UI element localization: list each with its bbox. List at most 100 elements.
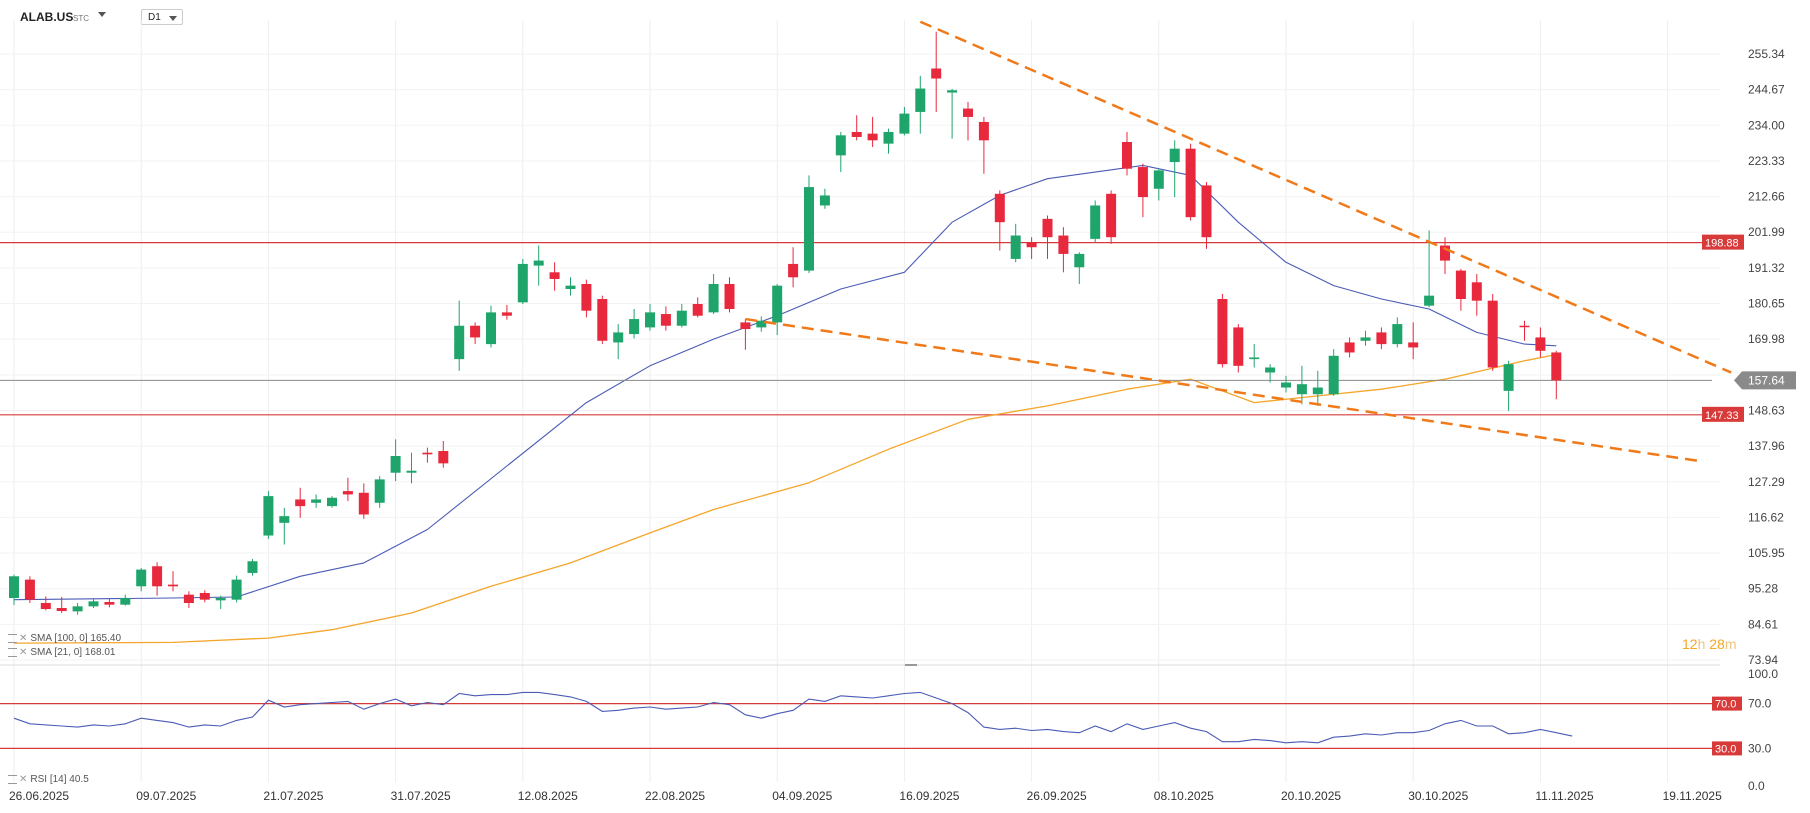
candle-up (804, 187, 814, 271)
candle-up (947, 90, 958, 93)
candle-down (1519, 325, 1530, 328)
candle-down (295, 499, 306, 507)
date-tick-label: 26.09.2025 (1027, 789, 1087, 803)
trendline (745, 317, 1700, 463)
close-icon[interactable]: ✕ (19, 633, 28, 644)
candle-down (1408, 342, 1419, 348)
level-tag (1702, 234, 1744, 250)
price-tick-label: 234.00 (1748, 118, 1785, 132)
sma100-line (13, 353, 1557, 644)
price-tick-label: 223.33 (1748, 154, 1785, 168)
candle-down (1217, 299, 1228, 365)
candle-up (517, 263, 528, 303)
candle-down (104, 602, 115, 605)
date-tick-label: 31.07.2025 (391, 789, 451, 803)
candle-down (1185, 148, 1196, 218)
candle-up (136, 569, 147, 587)
candle-up (899, 113, 910, 134)
rsi-tick-label: 30.0 (1748, 741, 1772, 755)
date-tick-label: 22.08.2025 (645, 789, 705, 803)
price-tick-label: 73.94 (1748, 653, 1778, 667)
candle-up (819, 195, 830, 206)
candle-up (645, 312, 655, 328)
date-tick-label: 26.06.2025 (9, 789, 69, 803)
close-icon[interactable]: ✕ (19, 647, 28, 658)
candle-up (1424, 295, 1435, 306)
candle-down (1122, 141, 1132, 169)
price-tick-label: 105.95 (1748, 546, 1785, 560)
candle-up (1296, 384, 1307, 395)
price-tick-label: 191.32 (1748, 261, 1785, 275)
candle-down (1233, 327, 1244, 366)
candle-down (1535, 337, 1546, 351)
candle-up (1360, 337, 1371, 341)
sma21-legend[interactable]: ✕ SMA [21, 0] 168.01 (8, 647, 115, 658)
close-icon[interactable]: ✕ (19, 774, 28, 785)
candle-down (422, 452, 433, 455)
countdown-minutes-unit: m (1724, 636, 1737, 652)
candle-down (549, 272, 560, 279)
candle-down (501, 312, 512, 316)
settings-icon[interactable] (8, 774, 17, 784)
candle-down (867, 133, 878, 141)
price-tick-label: 180.65 (1748, 297, 1785, 311)
candle-down (597, 299, 608, 341)
candle-up (883, 131, 894, 144)
candle-up (279, 516, 290, 523)
candle-down (1058, 235, 1069, 254)
candle-down (1344, 342, 1355, 353)
rsi-legend[interactable]: ✕ RSI [14] 40.5 (8, 774, 89, 785)
candle-up (756, 320, 767, 328)
candle-down (168, 584, 178, 587)
countdown-minutes: 28 (1709, 636, 1725, 652)
countdown-hours: 12 (1682, 636, 1698, 652)
candle-down (788, 263, 799, 278)
rsi-tick-label: 70.0 (1748, 697, 1772, 711)
rsi-legend-text: RSI [14] 40.5 (30, 774, 89, 785)
level-tag-label: 147.33 (1705, 410, 1739, 422)
timeframe-select[interactable]: D1 (141, 9, 183, 25)
candle-down (470, 325, 481, 338)
current-price-label: 157.64 (1748, 373, 1785, 387)
candle-up (486, 312, 496, 345)
settings-icon[interactable] (8, 647, 17, 657)
candle-down (199, 592, 210, 600)
candle-up (1503, 364, 1514, 391)
chevron-down-icon[interactable] (169, 16, 177, 21)
rsi-level-label: 30.0 (1715, 743, 1736, 755)
candle-up (327, 497, 337, 507)
settings-icon[interactable] (8, 633, 17, 643)
candle-down (1106, 193, 1117, 238)
candle-down (358, 492, 369, 515)
candle-down (963, 108, 973, 117)
exchange-label: STC (73, 14, 89, 23)
price-tick-label: 95.28 (1748, 582, 1778, 596)
date-tick-label: 09.07.2025 (136, 789, 196, 803)
candle-down (931, 68, 942, 79)
symbol-dropdown-icon[interactable] (98, 12, 106, 17)
candle-down (851, 131, 862, 137)
candle-up (454, 325, 465, 360)
current-price-tag (1734, 371, 1796, 390)
sma21-line (13, 164, 1557, 601)
candle-up (311, 499, 322, 503)
date-tick-label: 08.10.2025 (1154, 789, 1214, 803)
sma21-legend-text: SMA [21, 0] 168.01 (30, 647, 116, 658)
date-tick-label: 30.10.2025 (1408, 789, 1468, 803)
symbol-label[interactable]: ALAB.US (20, 10, 74, 24)
candle-down (978, 121, 989, 141)
candle-down (1201, 185, 1212, 238)
candle-up (835, 135, 846, 156)
candle-down (994, 193, 1005, 223)
date-tick-label: 16.09.2025 (899, 789, 959, 803)
candle-up (915, 88, 926, 112)
date-tick-label: 04.09.2025 (772, 789, 832, 803)
candle-up (1169, 148, 1180, 163)
sma100-legend[interactable]: ✕ SMA [100, 0] 165.40 (8, 633, 121, 644)
price-tick-label: 212.66 (1748, 190, 1785, 204)
price-tick-label: 84.61 (1748, 617, 1778, 631)
date-tick-label: 12.08.2025 (518, 789, 578, 803)
candle-down (1471, 282, 1482, 301)
candle-down (1042, 218, 1053, 238)
